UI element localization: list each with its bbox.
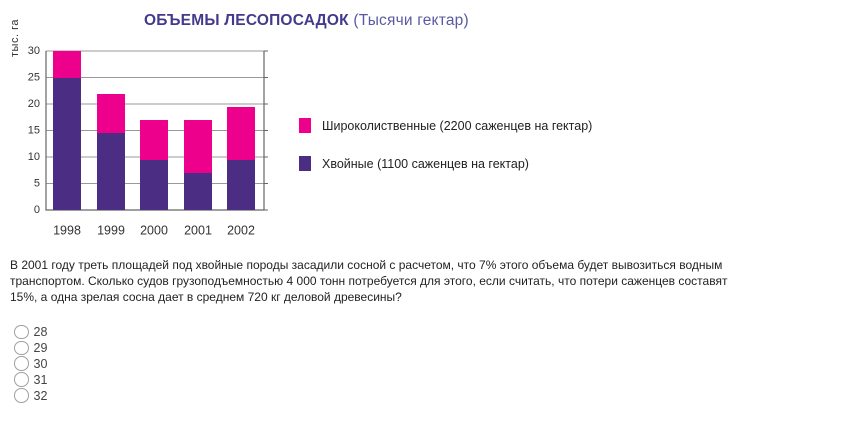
svg-text:1998: 1998 (53, 224, 81, 238)
svg-text:15: 15 (28, 125, 40, 137)
svg-text:25: 25 (28, 72, 40, 84)
svg-text:1999: 1999 (97, 224, 125, 238)
svg-text:0: 0 (34, 204, 40, 216)
svg-text:10: 10 (28, 151, 40, 163)
svg-text:20: 20 (28, 98, 40, 110)
svg-text:5: 5 (34, 178, 40, 190)
svg-text:2002: 2002 (227, 224, 255, 238)
svg-text:2000: 2000 (140, 224, 168, 238)
svg-text:30: 30 (28, 45, 40, 57)
svg-text:2001: 2001 (184, 224, 212, 238)
